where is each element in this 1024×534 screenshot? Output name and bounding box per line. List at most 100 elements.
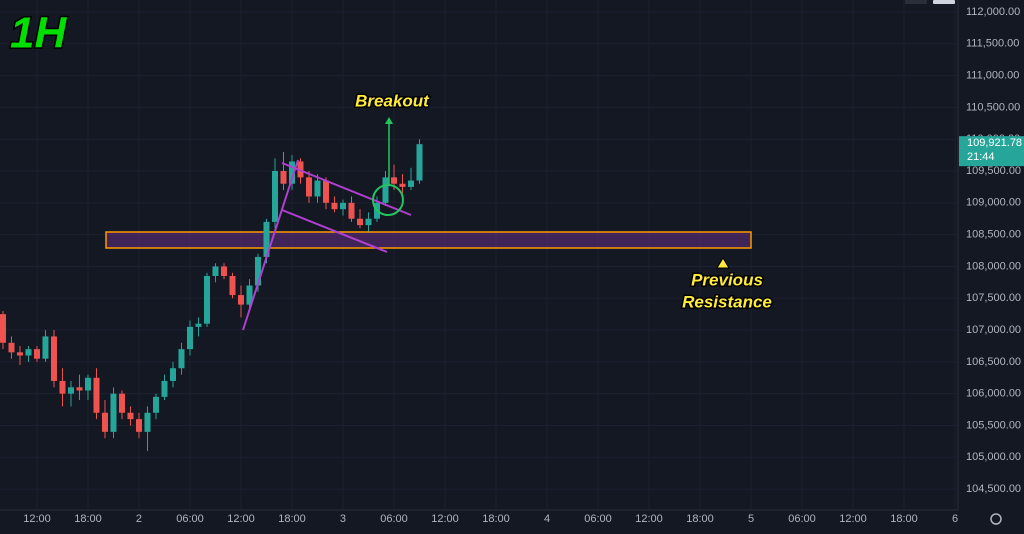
- y-tick-label: 109,000.00: [966, 197, 1021, 209]
- candle-body: [339, 202, 346, 210]
- candle-body: [161, 380, 168, 397]
- candle-body: [348, 202, 355, 219]
- candle-body: [229, 275, 236, 296]
- x-tick-label: 18:00: [686, 513, 714, 525]
- y-tick-label: 111,000.00: [966, 69, 1019, 81]
- axes: 104,500.00 105,000.00 105,500.00 106,000.00…: [23, 6, 1021, 525]
- last-price-box: [959, 136, 1024, 167]
- candle-body: [101, 412, 108, 432]
- x-tick-label: 06:00: [380, 513, 408, 525]
- breakout-arrow-head: [385, 117, 393, 124]
- x-tick-label: 5: [748, 513, 754, 525]
- x-tick-label: 6: [952, 513, 958, 525]
- candle-body: [25, 349, 32, 356]
- candle-body: [76, 387, 83, 391]
- channel-top: [281, 162, 412, 216]
- candle-body: [33, 349, 40, 359]
- y-tick-label: 106,500.00: [966, 356, 1021, 368]
- candle-body: [118, 393, 125, 413]
- candle-body: [271, 171, 278, 222]
- y-tick-label: 111,500.00: [966, 38, 1019, 50]
- y-tick-label: 110,500.00: [966, 101, 1020, 113]
- x-tick-label: 3: [340, 513, 346, 525]
- candle-body: [186, 326, 193, 350]
- candle-body: [212, 266, 219, 276]
- candle-body: [331, 202, 338, 210]
- candle-body: [127, 412, 134, 420]
- x-tick-label: 18:00: [278, 513, 306, 525]
- candle-body: [288, 161, 295, 184]
- x-tick-label: 12:00: [431, 513, 459, 525]
- candle-body: [263, 221, 270, 257]
- y-tick-label: 109,500.00: [966, 165, 1021, 177]
- annotation: Breakout: [355, 91, 430, 110]
- candle-body: [42, 336, 49, 359]
- x-tick-label: 12:00: [227, 513, 255, 525]
- channel-bottom: [281, 209, 388, 253]
- y-tick-label: 107,000.00: [966, 324, 1021, 336]
- candle-body: [110, 393, 117, 432]
- y-tick-label: 105,000.00: [966, 451, 1021, 463]
- candle-body: [178, 349, 185, 369]
- candle-body: [135, 419, 142, 432]
- annotation: Previous: [691, 270, 763, 289]
- candle-body: [67, 387, 74, 394]
- annotation: Resistance: [682, 292, 772, 311]
- x-tick-label: 18:00: [890, 513, 918, 525]
- y-tick-label: 112,000.00: [966, 6, 1020, 18]
- resistance-arrow: [716, 257, 730, 269]
- candle-body: [305, 177, 312, 197]
- breakout-circle: [372, 184, 404, 216]
- x-tick-label: 2: [136, 513, 142, 525]
- toolbar-button[interactable]: [905, 0, 927, 4]
- candle-body: [356, 218, 363, 226]
- candle-body: [254, 256, 261, 286]
- candle-body: [365, 218, 372, 226]
- candle-body: [50, 336, 57, 381]
- x-tick-label: 12:00: [635, 513, 663, 525]
- y-tick-label: 106,000.00: [966, 388, 1021, 400]
- settings-icon[interactable]: [990, 513, 1002, 525]
- candle-body: [0, 314, 6, 343]
- resistance-zone: [105, 231, 752, 249]
- candle-body: [195, 323, 202, 327]
- candle-body: [399, 183, 406, 187]
- trend-line: [242, 159, 299, 331]
- x-tick-label: 12:00: [23, 513, 51, 525]
- x-tick-label: 06:00: [584, 513, 612, 525]
- y-tick-label: 104,500.00: [966, 483, 1021, 495]
- candle-body: [144, 412, 151, 432]
- candle-body: [416, 144, 423, 181]
- x-tick-label: 06:00: [176, 513, 204, 525]
- candle-body: [59, 380, 66, 394]
- candle-body: [280, 171, 287, 184]
- candle-body: [237, 295, 244, 305]
- candle-body: [382, 177, 389, 203]
- y-tick-label: 105,500.00: [966, 419, 1021, 431]
- last-price: 109,921.78: [967, 137, 1022, 149]
- candle-body: [93, 377, 100, 413]
- grid: [0, 0, 958, 510]
- y-tick-label: 108,500.00: [966, 229, 1021, 241]
- y-tick-label: 107,500.00: [966, 292, 1021, 304]
- candle-body: [390, 177, 397, 184]
- y-tick-label: 108,000.00: [966, 260, 1021, 272]
- timeframe: 1H: [10, 9, 67, 58]
- candle-body: [220, 266, 227, 276]
- candle-body: [169, 368, 176, 381]
- candle-body: [152, 396, 159, 413]
- x-tick-label: 18:00: [482, 513, 510, 525]
- x-tick-label: 18:00: [74, 513, 102, 525]
- candle-body: [246, 285, 253, 305]
- candle-body: [314, 180, 321, 197]
- candle-body: [322, 180, 329, 203]
- x-tick-label: 12:00: [839, 513, 867, 525]
- x-tick-label: 06:00: [788, 513, 816, 525]
- candle-body: [84, 377, 91, 391]
- x-tick-label: 4: [544, 513, 550, 525]
- toolbar-button[interactable]: [933, 0, 955, 4]
- countdown: 21:44: [967, 151, 995, 163]
- candle-body: [16, 352, 23, 356]
